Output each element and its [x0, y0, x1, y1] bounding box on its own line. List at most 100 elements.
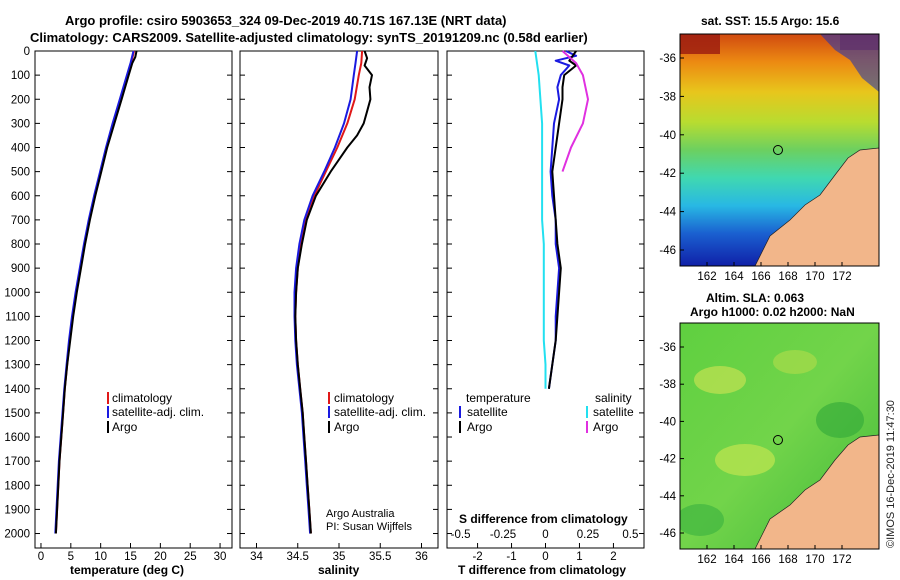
map-sla-axes: -36 -38 -40 -42 -44 -46 162 164 166 168 170 172 — [659, 342, 851, 566]
difference-panel — [446, 50, 645, 549]
lon-tick-label: 172 — [832, 271, 851, 283]
depth-tick-label: 1500 — [4, 408, 30, 420]
lat-tick-label: -38 — [659, 379, 676, 391]
salinity-series — [293, 50, 373, 534]
salinity-xlabel: salinity — [318, 563, 360, 577]
lon-tick-label: 164 — [724, 554, 744, 566]
legend-label-argo: Argo — [334, 420, 360, 434]
depth-tick-label: 0 — [24, 46, 30, 58]
lon-tick-label: 166 — [751, 554, 770, 566]
sst-cold-current — [820, 34, 879, 92]
map-sst-frame — [679, 33, 880, 267]
t-difference-x-axis: -2 -1 0 1 2 — [472, 543, 617, 563]
temperature-legend: climatology satellite-adj. clim. Argo — [107, 391, 204, 434]
nz-south-island — [754, 434, 879, 549]
lon-tick-label: 170 — [805, 271, 824, 283]
sla-low — [816, 402, 864, 438]
lon-tick-label: 168 — [778, 271, 797, 283]
x-tick-label: 35.5 — [369, 551, 391, 563]
legend-label-s-satellite: satellite — [593, 405, 634, 419]
legend-title-salinity: salinity — [595, 391, 632, 405]
map-sst: -36 -38 -40 -42 -44 -46 162 164 166 168 170 172 — [659, 33, 880, 283]
header-line1: Argo profile: csiro 5903653_324 09-Dec-2… — [65, 13, 507, 28]
legend-label-t-satellite: satellite — [467, 405, 508, 419]
x-tick-label: 20 — [154, 551, 167, 563]
x-tick-label: 34.5 — [287, 551, 309, 563]
credit-line2: PI: Susan Wijffels — [326, 521, 412, 533]
x-tick-label: -1 — [506, 551, 516, 563]
series-line-s-satellite — [534, 50, 547, 389]
lat-tick-label: -36 — [659, 53, 676, 65]
difference-legend: temperature salinity satellite Argo sate… — [459, 391, 634, 434]
lon-tick-label: 170 — [805, 554, 824, 566]
s-tick-label: 0.25 — [577, 529, 599, 541]
map-sst-axes: -36 -38 -40 -42 -44 -46 162 164 166 168 170 172 — [659, 53, 851, 283]
lat-tick-label: -36 — [659, 342, 676, 354]
x-tick-label: -2 — [472, 551, 482, 563]
imos-timestamp: ©IMOS 16-Dec-2019 11:47:30 — [885, 400, 897, 548]
map-sla-title2: Argo h1000: 0.02 h2000: NaN — [690, 305, 855, 319]
lat-tick-label: -42 — [659, 168, 676, 180]
depth-tick-label: 800 — [11, 239, 30, 251]
depth-tick-label: 200 — [11, 94, 30, 106]
x-tick-label: 0 — [542, 551, 548, 563]
credit-line1: Argo Australia — [326, 508, 395, 520]
x-tick-label: 1 — [576, 551, 582, 563]
lon-tick-label: 172 — [832, 554, 851, 566]
header-line2: Climatology: CARS2009. Satellite-adjuste… — [30, 30, 588, 45]
difference-series — [534, 50, 589, 389]
map-sst-title: sat. SST: 15.5 Argo: 15.6 — [701, 14, 840, 28]
series-line-t-argo — [547, 50, 578, 389]
series-line-argo — [54, 50, 138, 534]
depth-tick-label: 300 — [11, 118, 30, 130]
sla-high — [715, 444, 775, 476]
argo-float-marker — [773, 435, 783, 445]
depth-tick-label: 1800 — [4, 480, 30, 492]
x-tick-label: 15 — [124, 551, 137, 563]
legend-title-temperature: temperature — [466, 391, 531, 405]
s-tick-label: -0.5 — [451, 529, 471, 541]
depth-tick-label: 1200 — [4, 336, 30, 348]
series-line-argo — [294, 50, 373, 534]
s-tick-label: -0.25 — [490, 529, 516, 541]
lat-tick-label: -40 — [659, 130, 676, 142]
s-tick-label: 0 — [542, 529, 548, 541]
s-difference-xlabel: S difference from climatology — [459, 512, 628, 526]
depth-tick-label: 1900 — [4, 504, 30, 516]
lat-tick-label: -44 — [659, 207, 676, 219]
legend-label-t-argo: Argo — [467, 420, 493, 434]
lon-tick-label: 166 — [751, 271, 770, 283]
s-tick-label: 0.5 — [622, 529, 638, 541]
x-tick-label: 10 — [94, 551, 107, 563]
lon-tick-label: 168 — [778, 554, 797, 566]
depth-tick-label: 1400 — [4, 384, 30, 396]
legend-label-satellite: satellite-adj. clim. — [334, 405, 426, 419]
depth-tick-label: 500 — [11, 167, 30, 179]
lat-tick-label: -38 — [659, 91, 676, 103]
legend-label-argo: Argo — [112, 420, 138, 434]
sla-low — [680, 504, 724, 536]
depth-tick-label: 100 — [11, 70, 30, 82]
sla-high — [773, 350, 817, 374]
salinity-x-axis: 34 34.5 35 35.5 36 — [250, 543, 428, 563]
x-tick-label: 36 — [415, 551, 428, 563]
nz-south-island — [754, 147, 879, 266]
depth-tick-label: 1300 — [4, 360, 30, 372]
lat-tick-label: -46 — [659, 528, 676, 540]
depth-tick-label: 1600 — [4, 432, 30, 444]
x-tick-label: 34 — [250, 551, 263, 563]
series-line-t-satellite — [547, 50, 578, 389]
map-sla-frame — [679, 322, 880, 550]
s-difference-x-axis: -0.5 -0.25 0 0.25 0.5 — [451, 529, 639, 541]
legend-label-climatology: climatology — [334, 391, 394, 405]
map-sla: -36 -38 -40 -42 -44 -46 162 164 166 168 170 172 — [659, 322, 880, 566]
depth-tick-label: 2000 — [4, 529, 30, 541]
depth-tick-label: 400 — [11, 143, 30, 155]
depth-tick-label: 1100 — [5, 311, 30, 323]
depth-axis: 0 100 200 300 400 500 600 700 800 900 1000 1100 1200… — [4, 46, 644, 541]
lon-tick-label: 164 — [724, 271, 744, 283]
temperature-x-axis: 0 5 10 15 20 25 30 — [38, 543, 226, 563]
x-tick-label: 2 — [610, 551, 616, 563]
argo-float-marker — [773, 145, 783, 155]
